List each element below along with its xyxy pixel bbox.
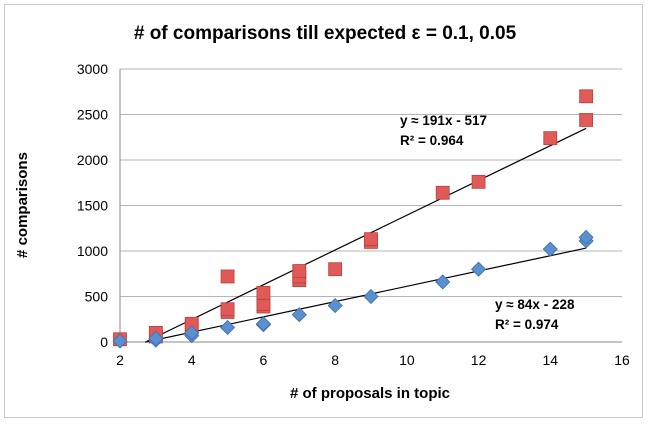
data-point-diamond [148, 330, 164, 346]
data-points [112, 89, 594, 349]
data-point-square [579, 113, 594, 127]
y-tick-label: 2500 [77, 107, 108, 123]
data-point-square [256, 285, 271, 300]
data-point-square [543, 131, 558, 146]
data-point-diamond [363, 288, 379, 305]
red-trend-equation: y ≈ 191x - 517 [400, 113, 487, 128]
red-trend-r-squared: R² = 0.964 [400, 133, 464, 148]
data-point-diamond [435, 274, 451, 290]
data-point-diamond [471, 261, 487, 277]
data-point-diamond [291, 307, 307, 323]
chart-title: # of comparisons till expected ε = 0.1, … [134, 23, 517, 44]
x-tick-label: 6 [260, 352, 268, 368]
data-point-square [220, 269, 235, 284]
data-point-diamond [542, 241, 558, 257]
gridlines [120, 68, 622, 297]
x-tick-label: 16 [614, 352, 630, 368]
x-tick-label: 8 [331, 352, 339, 368]
data-point-square [435, 185, 450, 200]
y-tick-label: 0 [100, 334, 108, 350]
x-tick-labels: 2 4 6 8 10 12 14 16 [116, 352, 630, 368]
data-point-diamond [184, 325, 200, 341]
y-tick-labels: 0 500 1000 1500 2000 2500 3000 [77, 61, 108, 350]
x-tick-label: 2 [116, 352, 124, 368]
axes [119, 69, 622, 343]
x-tick-label: 4 [188, 352, 196, 368]
scatter-chart: 2 4 6 8 10 12 14 16 0 500 1000 1500 2000 2500 3000 # … [14, 23, 630, 402]
y-axis-title: # comparisons [14, 152, 31, 258]
chart-frame: 2 4 6 8 10 12 14 16 0 500 1000 1500 2000 2500 3000 # … [4, 4, 643, 418]
data-point-square [292, 264, 307, 278]
data-point-diamond [327, 298, 343, 314]
y-tick-label: 1000 [77, 243, 108, 259]
data-point-square [579, 89, 594, 104]
y-tick-label: 2000 [77, 152, 108, 168]
y-tick-label: 1500 [77, 198, 108, 214]
data-point-diamond [112, 333, 128, 349]
data-point-diamond [578, 229, 594, 245]
x-tick-label: 10 [399, 352, 415, 368]
y-tick-label: 3000 [77, 61, 108, 77]
data-point-diamond [255, 316, 271, 332]
x-axis-title: # of proposals in topic [290, 385, 450, 402]
data-point-diamond [220, 319, 236, 336]
data-point-square [220, 302, 235, 317]
blue-trend-r-squared: R² = 0.974 [495, 317, 559, 332]
blue-trend-equation: y ≈ 84x - 228 [495, 297, 575, 312]
data-point-square [364, 232, 378, 247]
data-point-square [328, 262, 343, 277]
y-tick-label: 500 [85, 289, 109, 305]
x-tick-label: 14 [542, 352, 558, 368]
data-point-square [471, 174, 486, 189]
x-tick-label: 12 [471, 352, 487, 368]
